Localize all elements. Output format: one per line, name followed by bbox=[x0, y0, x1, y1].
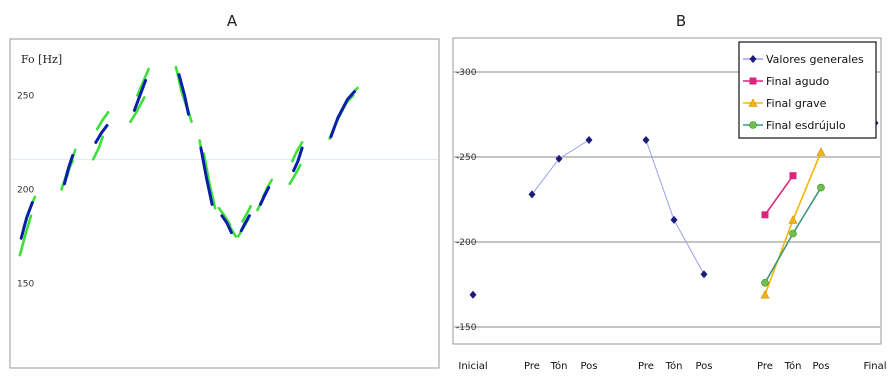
panel-a-contour-segment bbox=[132, 78, 148, 112]
panel-a-contour-segment bbox=[177, 73, 190, 116]
panel-b-data-point bbox=[761, 278, 769, 287]
panel-b-legend-marker bbox=[749, 55, 757, 63]
panel-a-variant-contour-segment bbox=[129, 96, 146, 123]
panel-a-y-tick-label: 200 bbox=[17, 185, 34, 195]
panel-a-chart: Fo [Hz] 150 200 250 bbox=[9, 38, 440, 369]
panel-b-data-point bbox=[761, 211, 769, 219]
panel-b-data-point bbox=[555, 154, 563, 163]
panel-b-legend-marker bbox=[749, 77, 757, 85]
panel-a-variant-contour-segment bbox=[288, 163, 302, 186]
panel-a-contour-segment bbox=[329, 90, 356, 139]
panel-b-x-category-label: Pos bbox=[695, 361, 712, 372]
panel-a-variant-contour-segment bbox=[95, 111, 110, 131]
panel-a-variant-contour-segment bbox=[290, 141, 304, 163]
panel-b-data-point bbox=[789, 172, 797, 180]
panel-b-x-category-label: Pre bbox=[638, 361, 654, 372]
panel-a-variant-contour-segment bbox=[136, 67, 150, 97]
panel-a-contour-segment bbox=[63, 154, 75, 186]
panel-a-contour-segment bbox=[199, 146, 214, 206]
panel-a-contour-segment bbox=[259, 186, 271, 206]
panel-a-contour-segment bbox=[292, 146, 304, 173]
panel-b-letter: B bbox=[676, 12, 686, 30]
panel-b-legend-label: Final esdrújulo bbox=[766, 119, 846, 132]
panel-b-data-point bbox=[700, 270, 708, 279]
panel-b-legend-label: Valores generales bbox=[766, 53, 864, 66]
panel-b-x-category-label: Tón bbox=[784, 360, 802, 372]
panel-a-variant-contour-segment bbox=[18, 214, 33, 257]
panel-b-data-point bbox=[760, 290, 770, 299]
panel-a-contour-segment bbox=[239, 214, 251, 233]
panel-a-variant-contour-segment bbox=[202, 152, 217, 210]
panel-a-letter: A bbox=[227, 12, 238, 30]
panel-b-legend bbox=[738, 41, 877, 139]
panel-a-contour-segment bbox=[220, 214, 233, 235]
panel-b-legend-marker bbox=[748, 98, 758, 107]
panel-b-y-tick-label: -200 bbox=[456, 238, 477, 248]
panel-a-y-axis-label: Fo [Hz] bbox=[21, 53, 62, 66]
panel-b-series-line bbox=[764, 175, 794, 216]
panel-a-y-tick-label: 250 bbox=[17, 91, 34, 101]
panel-b-data-point bbox=[528, 190, 536, 199]
panel-a-variant-contour-segment bbox=[241, 205, 252, 223]
panel-a-frame bbox=[9, 38, 440, 369]
panel-b-data-point bbox=[788, 215, 798, 224]
panel-a-contour-segment bbox=[94, 124, 109, 144]
panel-b-x-category-label: Tón bbox=[550, 360, 568, 372]
panel-b-data-point bbox=[642, 136, 650, 144]
panel-b-x-category-label: Tón bbox=[665, 360, 683, 372]
panel-b-legend-label: Final agudo bbox=[766, 75, 830, 88]
panel-a-contour-segment bbox=[19, 201, 34, 240]
panel-b-x-category-label: Pos bbox=[580, 361, 597, 372]
panel-b-y-tick-label: -150 bbox=[456, 323, 477, 333]
panel-b-x-category-label: Final bbox=[863, 361, 886, 372]
panel-b-x-category-label: Inicial bbox=[458, 361, 487, 372]
panel-b-data-point bbox=[789, 229, 797, 238]
panel-b-data-point bbox=[469, 290, 477, 299]
panel-b-legend-label: Final grave bbox=[766, 97, 827, 110]
panel-b-data-point bbox=[670, 215, 678, 224]
panel-a-y-tick-label: 150 bbox=[17, 279, 34, 289]
panel-b-x-category-label: Pre bbox=[757, 361, 773, 372]
panel-b-y-tick-label: -250 bbox=[456, 153, 477, 163]
panel-b-data-point bbox=[816, 147, 826, 156]
panel-b-data-point bbox=[817, 183, 825, 192]
panel-b-x-category-label: Pos bbox=[812, 361, 829, 372]
panel-b-data-point bbox=[585, 136, 593, 144]
panel-b-chart: -150 -200 -250 -300 Inicial Pre Tón Pos Pre Tón P… bbox=[452, 37, 887, 372]
panel-b-legend-marker bbox=[749, 121, 757, 129]
panel-b-y-tick-label: -300 bbox=[456, 68, 477, 78]
panel-a-variant-contour-segment bbox=[91, 135, 104, 161]
panel-b-x-category-label: Pre bbox=[524, 361, 540, 372]
